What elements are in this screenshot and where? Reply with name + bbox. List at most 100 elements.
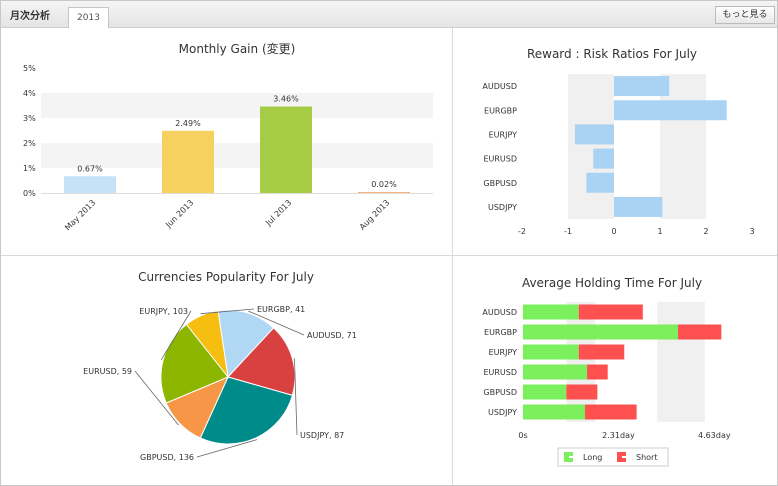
x-tick-label: 0 (611, 227, 616, 236)
category-label: AUDUSD (482, 308, 517, 317)
grid-band (41, 143, 433, 168)
bar (574, 124, 614, 145)
category-label: EURUSD (483, 368, 517, 377)
widget-header: 月次分析 2013 もっと見る (1, 1, 777, 28)
x-tick-label: Jul 2013 (263, 198, 293, 228)
grid-band (568, 74, 614, 219)
pie-slice (199, 376, 294, 445)
bar-value-label: 3.46% (273, 95, 299, 104)
bar (64, 176, 116, 193)
pie-leader-line (248, 310, 305, 336)
tab-2013[interactable]: 2013 (68, 7, 109, 28)
pie-leader-line (134, 370, 179, 426)
category-label: EURJPY (489, 348, 517, 357)
bar-short (677, 324, 722, 340)
grid-band (660, 74, 706, 219)
grid-band (41, 93, 433, 118)
x-tick-label: May 2013 (63, 198, 97, 232)
more-button[interactable]: もっと見る (715, 6, 775, 24)
legend-box (557, 447, 669, 467)
y-tick-label: 3% (23, 114, 36, 123)
legend-swatch-mark (622, 452, 626, 456)
bar-value-label: 2.49% (175, 119, 201, 128)
category-label: AUDUSD (482, 82, 517, 91)
holding-time-legend: Long Short (557, 447, 669, 467)
x-tick-label: Jun 2013 (163, 198, 195, 230)
category-label: USDJPY (488, 203, 517, 212)
pie-leader-line (294, 358, 298, 436)
pie-slice (160, 323, 229, 404)
category-label: GBPUSD (483, 388, 517, 397)
x-tick-label: 4.63day (698, 431, 731, 440)
pie-leader-line (160, 310, 192, 360)
bar-long (523, 364, 588, 380)
x-tick-label: 1 (657, 227, 662, 236)
bar-short (578, 344, 625, 360)
bar-long (523, 344, 579, 360)
x-tick-label: Aug 2013 (358, 198, 392, 232)
pie-label: EURGBP, 41 (257, 305, 305, 314)
bar-value-label: 0.67% (77, 164, 103, 173)
category-label: EURUSD (483, 155, 517, 164)
x-tick-label: 0s (518, 431, 527, 440)
legend-swatch-mark (569, 458, 573, 462)
category-label: EURGBP (484, 106, 517, 115)
legend-swatch-mark (569, 452, 573, 456)
pie-slice (217, 309, 275, 379)
bar-short (578, 304, 643, 320)
currency-popularity-title: Currencies Popularity For July (138, 270, 314, 284)
bar (614, 196, 663, 217)
bar (593, 148, 614, 169)
pie-label: EURJPY, 103 (139, 307, 188, 316)
currency-popularity-chart: Currencies Popularity For July AUDUSD, 7… (83, 270, 357, 462)
y-tick-label: 1% (23, 164, 36, 173)
pie-label: AUDUSD, 71 (307, 331, 357, 340)
legend-swatch (564, 452, 569, 462)
bar (586, 172, 614, 193)
bar-short (584, 404, 637, 420)
x-tick-label: -2 (518, 227, 526, 236)
x-tick-label: -1 (564, 227, 572, 236)
bar (358, 192, 410, 193)
x-tick-label: 2.31day (602, 431, 635, 440)
category-label: GBPUSD (483, 179, 517, 188)
category-label: USDJPY (488, 408, 517, 417)
pie-slice (227, 327, 296, 396)
x-tick-label: 3 (749, 227, 754, 236)
x-tick-label: 2 (703, 227, 708, 236)
monthly-gain-title: Monthly Gain (変更) (179, 41, 296, 56)
bar-short (587, 364, 608, 380)
y-tick-label: 0% (23, 189, 36, 198)
reward-risk-chart: Reward : Risk Ratios For July AUDUSD EURG… (482, 47, 754, 236)
legend-swatch-mark (622, 458, 626, 462)
y-tick-label: 2% (23, 139, 36, 148)
y-tick-label: 4% (23, 89, 36, 98)
pie-label: USDJPY, 87 (300, 431, 344, 440)
pie-leader-line (200, 308, 255, 315)
monthly-gain-chart: Monthly Gain (変更) 0% 1% 2% 3% 4% 5% 0.67% 2.49… (23, 41, 433, 232)
category-label: EURJPY (489, 130, 517, 139)
bar (260, 106, 312, 193)
y-tick-label: 5% (23, 64, 36, 73)
holding-time-chart: Average Holding Time For July AUDUSD EURG… (482, 276, 731, 467)
holding-time-title: Average Holding Time For July (522, 276, 702, 290)
grid-band (657, 302, 705, 422)
bar (614, 76, 670, 97)
pie-label: GBPUSD, 136 (140, 453, 194, 462)
reward-risk-title: Reward : Risk Ratios For July (527, 47, 697, 61)
pie-leader-line (196, 439, 258, 458)
widget-title: 月次分析 (10, 11, 50, 22)
grid-band (566, 302, 596, 422)
legend-swatch (617, 452, 622, 462)
bar-long (523, 384, 567, 400)
bar-long (523, 324, 678, 340)
bar-short (566, 384, 598, 400)
bar-value-label: 0.02% (371, 180, 397, 189)
bar-long (523, 404, 585, 420)
bar (614, 100, 727, 121)
bar (162, 130, 214, 193)
category-label: EURGBP (484, 328, 517, 337)
pie-slice (185, 310, 229, 379)
